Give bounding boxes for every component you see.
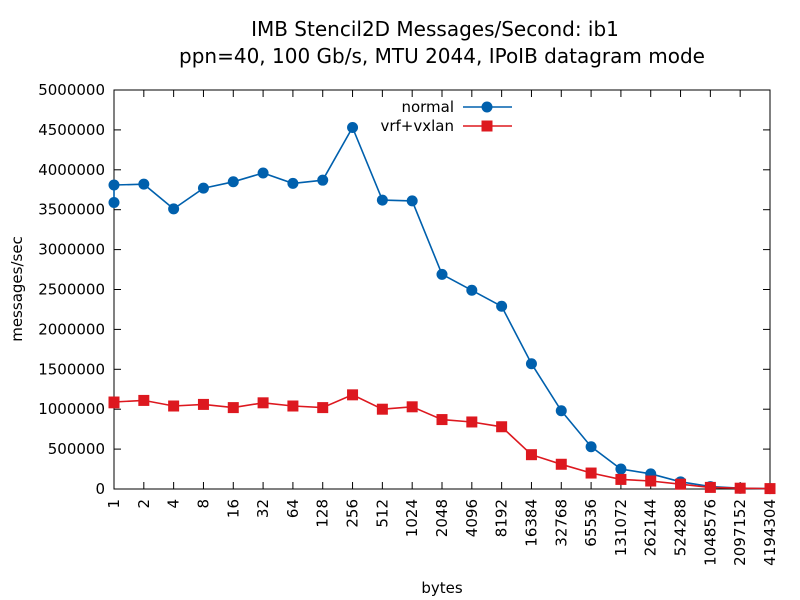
data-point [525, 449, 537, 461]
x-tick-label: 65536 [582, 499, 600, 547]
y-tick-label: 5000000 [38, 81, 105, 99]
x-tick-label: 4 [165, 499, 183, 509]
y-tick-label: 500000 [48, 440, 105, 458]
series-line [113, 125, 771, 490]
y-tick-label: 2000000 [38, 320, 105, 338]
data-point [347, 122, 359, 134]
legend-marker [481, 120, 493, 132]
data-point [347, 389, 359, 401]
data-point [466, 416, 478, 428]
x-tick-label: 262144 [642, 499, 660, 556]
x-tick-label: 64 [284, 499, 302, 518]
x-tick-label: 8192 [493, 499, 511, 537]
data-point [436, 268, 448, 280]
x-tick-label: 1048576 [701, 499, 719, 566]
x-tick-label: 512 [373, 499, 391, 528]
plot-border [113, 89, 771, 490]
plot-area: 0 500000 1000000 1500000 2000000 2500000 30000… [38, 81, 779, 566]
data-point [555, 458, 567, 470]
data-point [466, 284, 478, 296]
y-tick-label: 3500000 [38, 201, 105, 219]
data-point [227, 176, 239, 188]
data-point [376, 403, 388, 415]
data-point [227, 402, 239, 414]
x-axis-label: bytes [421, 579, 463, 597]
data-point [317, 174, 329, 186]
series-layer [108, 122, 776, 495]
data-point [168, 203, 180, 215]
x-tick-label: 131072 [612, 499, 630, 556]
data-point [257, 397, 269, 409]
data-point [376, 194, 388, 206]
data-point [406, 195, 418, 207]
y-tick-label: 1000000 [38, 400, 105, 418]
data-point [585, 441, 597, 453]
x-tick-label: 1 [105, 499, 123, 509]
data-point [168, 400, 180, 412]
x-tick-label: 524288 [672, 499, 690, 556]
x-tick-label: 32 [254, 499, 272, 518]
data-point [585, 467, 597, 479]
x-tick-label: 4096 [463, 499, 481, 537]
data-point [764, 483, 776, 495]
data-point [525, 358, 537, 370]
legend-label: normal [401, 98, 454, 116]
x-tick-label: 128 [314, 499, 332, 528]
data-point [645, 475, 657, 487]
y-tick-label: 4000000 [38, 161, 105, 179]
chart-title-line2: ppn=40, 100 Gb/s, MTU 2044, IPoIB datagr… [179, 44, 705, 68]
data-point [108, 179, 120, 191]
x-tick-label: 4194304 [761, 499, 779, 566]
y-tick-label: 3000000 [38, 241, 105, 259]
legend-marker [481, 101, 493, 113]
data-point [317, 402, 329, 414]
data-point [108, 197, 120, 209]
data-point [496, 300, 508, 312]
series-line [113, 393, 771, 490]
data-point [287, 400, 299, 412]
data-point [197, 182, 209, 194]
data-point [138, 178, 150, 190]
x-tick-label: 1024 [403, 499, 421, 537]
data-point [496, 421, 508, 433]
y-tick-label: 1500000 [38, 360, 105, 378]
y-axis-label: messages/sec [8, 236, 26, 342]
data-point [675, 478, 687, 490]
data-point [287, 177, 299, 189]
x-tick-label: 16384 [522, 499, 540, 547]
x-tick-label: 32768 [552, 499, 570, 547]
y-tick-label: 0 [95, 480, 105, 498]
data-point [197, 398, 209, 410]
y-tick-label: 2500000 [38, 281, 105, 299]
data-point [734, 482, 746, 494]
x-tick-label: 16 [224, 499, 242, 518]
legend-label: vrf+vxlan [380, 117, 454, 135]
data-point [615, 473, 627, 485]
x-tick-label: 256 [344, 499, 362, 528]
series-normal [108, 122, 776, 495]
data-point [108, 396, 120, 408]
y-tick-label: 4500000 [38, 121, 105, 139]
series-vrf-vxlan [108, 389, 776, 495]
x-tick-label: 2 [135, 499, 153, 509]
data-point [555, 405, 567, 417]
x-tick-label: 8 [194, 499, 212, 509]
data-point [257, 167, 269, 179]
x-tick-label: 2048 [433, 499, 451, 537]
chart-title-line1: IMB Stencil2D Messages/Second: ib1 [251, 17, 619, 41]
data-point [615, 463, 627, 475]
data-point [436, 414, 448, 426]
data-point [138, 394, 150, 406]
data-point [406, 401, 418, 413]
data-point [704, 481, 716, 493]
x-tick-label: 2097152 [731, 499, 749, 566]
